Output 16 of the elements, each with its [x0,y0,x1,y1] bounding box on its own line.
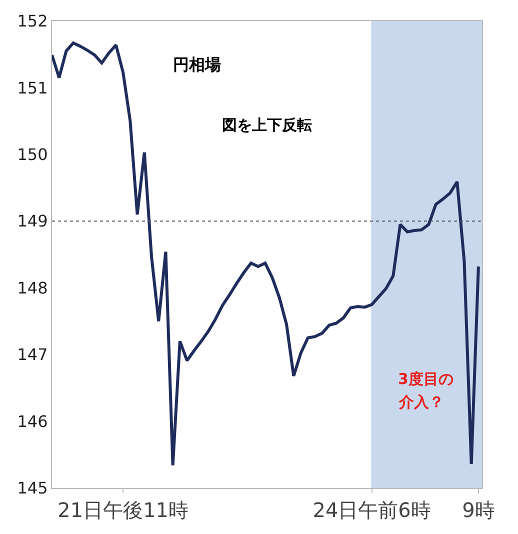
y-tick-label: 147 [17,345,48,364]
annotation: 図を上下反転 [222,116,312,134]
annotation: 介入？ [398,393,444,411]
x-tick-label: 9時 [462,498,495,522]
y-tick-label: 151 [17,78,48,98]
y-tick-label: 150 [17,145,48,164]
annotation: 3度目の [398,370,454,388]
y-tick-label: 148 [17,278,48,298]
x-tick-label: 24日午前6時 [312,498,431,522]
text: 円相場 [172,54,221,74]
x-tick-label: 21日午後11時 [58,498,189,522]
y-tick-label: 145 [17,478,48,498]
line-series [52,42,480,467]
y-tick-label: 149 [17,212,48,231]
y-tick-label: 146 [17,412,48,431]
y-tick-label: 152 [17,12,48,31]
